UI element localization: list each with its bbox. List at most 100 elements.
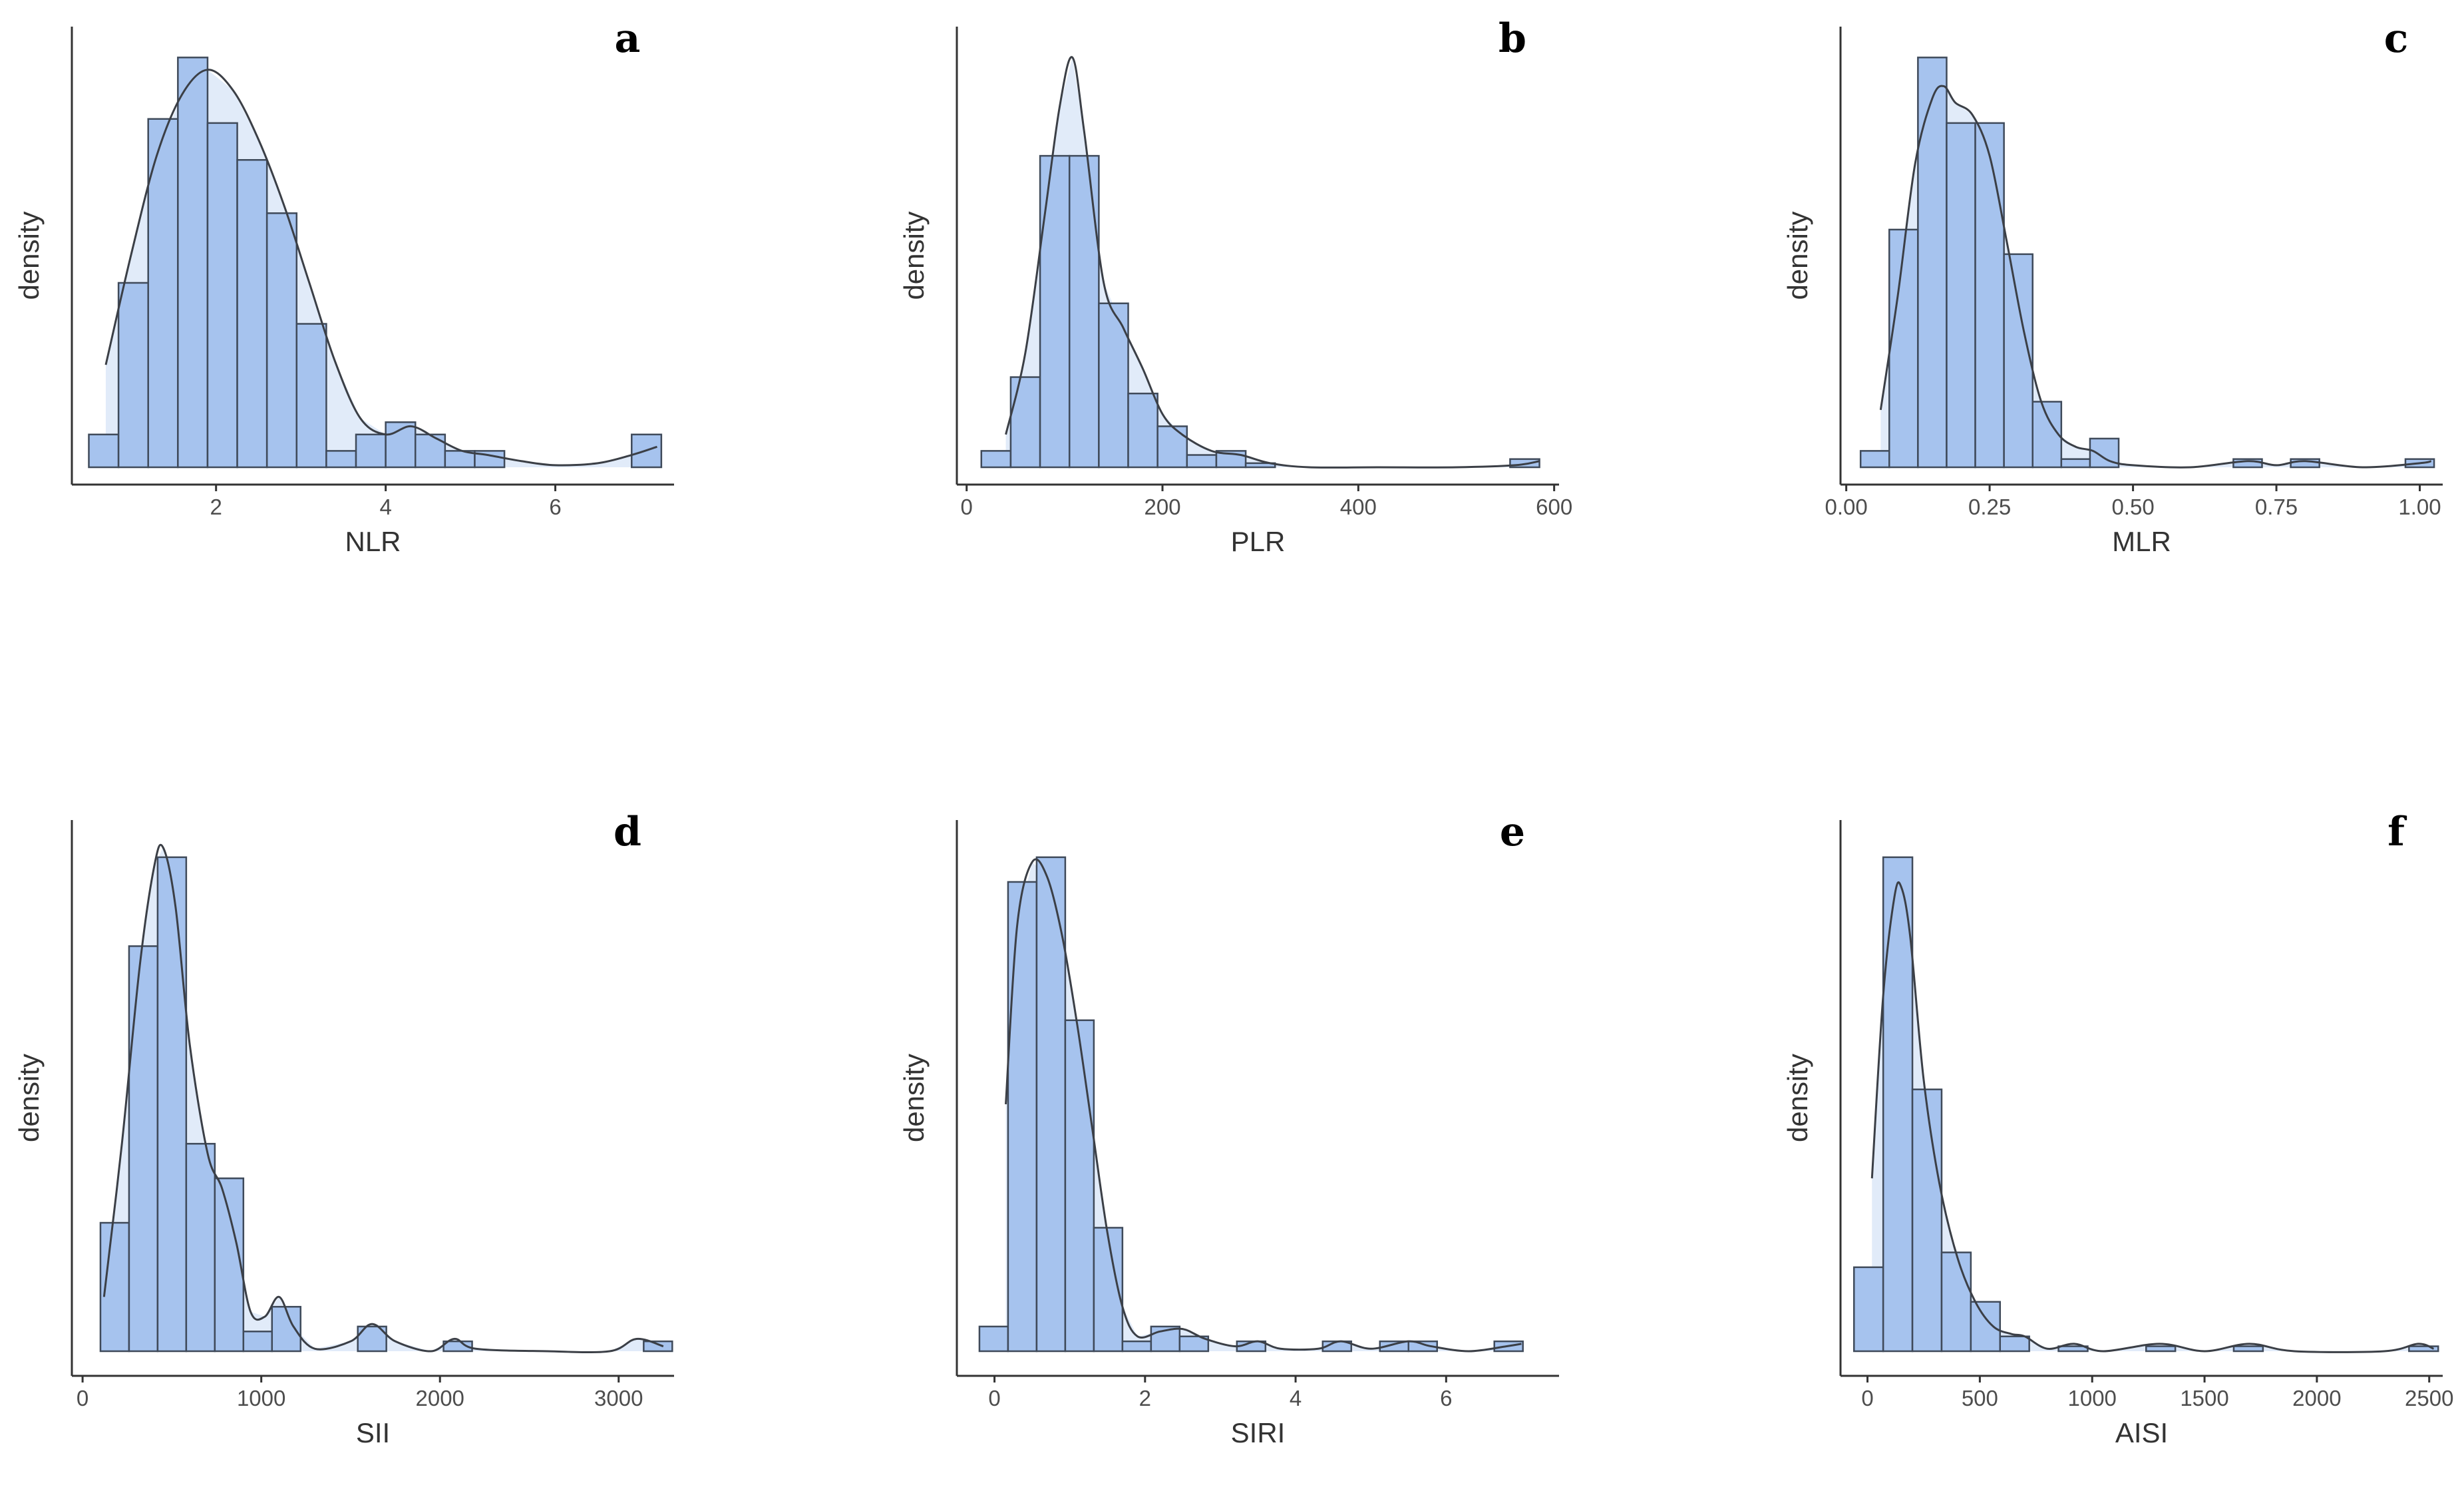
panel-letter: e xyxy=(1500,809,1525,855)
histogram-bar xyxy=(1946,122,1976,469)
panel-letter: b xyxy=(1498,15,1526,62)
histogram-bar xyxy=(2003,253,2033,469)
histogram-bar xyxy=(1035,856,1067,1353)
x-tick-label: 1000 xyxy=(237,1386,285,1410)
x-tick-label: 1500 xyxy=(2180,1386,2228,1410)
histogram-bar xyxy=(128,945,159,1353)
y-axis-title: density xyxy=(1782,211,1813,300)
density-area xyxy=(1005,57,1540,468)
histogram-bar xyxy=(1064,1019,1095,1353)
histogram-bar xyxy=(980,450,1012,469)
histogram-bar xyxy=(1911,1088,1943,1353)
histogram-bar xyxy=(2031,401,2063,469)
x-tick-label: 6 xyxy=(549,495,561,519)
x-tick-label: 0 xyxy=(988,1386,1000,1410)
histogram-bar xyxy=(117,282,149,469)
histogram-bar xyxy=(1888,228,1919,469)
histogram-bar xyxy=(2060,458,2091,469)
histogram-bar xyxy=(1156,425,1188,469)
histogram-bar xyxy=(156,856,188,1353)
density-curve xyxy=(102,843,664,1354)
panel-c: 0.00 0.25 0.50 0.75 1.00 MLR density c xyxy=(1782,15,2443,557)
x-tick-label: 0 xyxy=(1861,1386,1873,1410)
panel-letter: f xyxy=(2387,809,2407,855)
histogram-bar xyxy=(1244,462,1276,469)
histogram-bar xyxy=(643,1340,673,1353)
x-tick-label: 2 xyxy=(210,495,222,519)
x-tick-label: 0 xyxy=(77,1386,88,1410)
panel-letter: c xyxy=(2384,15,2409,62)
histogram-bar xyxy=(1974,122,2005,469)
histogram-bar xyxy=(1853,1266,1884,1353)
histogram-bar xyxy=(2145,1345,2177,1353)
histogram-bar xyxy=(1186,454,1218,469)
x-tick-label: 200 xyxy=(1144,495,1180,519)
x-tick-label: 400 xyxy=(1340,495,1377,519)
histogram-bar xyxy=(355,433,387,469)
panel-a: 2 4 6 NLR density a xyxy=(13,15,674,557)
y-axis-title: density xyxy=(13,211,45,300)
density-curve xyxy=(1005,858,1522,1353)
x-tick-label: 1.00 xyxy=(2398,495,2441,519)
histogram-bar xyxy=(1007,881,1038,1353)
histogram-bar xyxy=(978,1325,1009,1353)
panel-letter: d xyxy=(614,809,641,855)
x-axis-title: MLR xyxy=(2112,526,2171,557)
histogram-bar xyxy=(1917,57,1948,469)
x-tick-label: 500 xyxy=(1962,1386,1998,1410)
histogram-bar xyxy=(1999,1335,2030,1353)
x-axis-title: AISI xyxy=(2115,1417,2168,1448)
y-axis-title: density xyxy=(898,1054,930,1142)
histogram-bar xyxy=(271,1305,301,1353)
x-tick-label: 0.25 xyxy=(1968,495,2011,519)
histogram-bar xyxy=(185,1143,216,1353)
density-curve xyxy=(1005,56,1540,469)
x-tick-label: 2 xyxy=(1139,1386,1151,1410)
histogram-bar xyxy=(1407,1340,1438,1353)
histogram-bar xyxy=(1859,450,1890,469)
x-tick-label: 3000 xyxy=(594,1386,643,1410)
histogram-bar xyxy=(1068,154,1100,469)
x-axis-title: SII xyxy=(356,1417,390,1448)
y-axis-title: density xyxy=(13,1054,45,1142)
histogram-bar xyxy=(1121,1340,1152,1353)
panel-e: 0 2 4 6 SIRI density e xyxy=(898,809,1559,1448)
histogram-bar xyxy=(1178,1335,1210,1353)
y-axis-title: density xyxy=(898,211,930,300)
x-tick-label: 0.75 xyxy=(2255,495,2298,519)
histogram-bar xyxy=(1009,376,1041,469)
x-tick-label: 0 xyxy=(961,495,973,519)
x-axis-title: SIRI xyxy=(1231,1417,1286,1448)
y-axis-title: density xyxy=(1782,1054,1813,1142)
panel-d: 0 1000 2000 3000 SII density d xyxy=(13,809,674,1448)
panel-f: 0 500 1000 1500 2000 2500 AISI density f xyxy=(1782,809,2453,1448)
panel-b: 0 200 400 600 PLR density b xyxy=(898,15,1572,557)
histogram-bar xyxy=(88,433,120,469)
x-tick-label: 0.00 xyxy=(1825,495,1868,519)
histogram-bar xyxy=(414,433,446,469)
histogram-bar xyxy=(1039,154,1071,469)
histogram-bar xyxy=(1882,856,1914,1353)
histogram-bar xyxy=(1940,1251,1972,1353)
histogram-bar xyxy=(265,212,298,469)
histogram-bar xyxy=(325,450,357,469)
x-tick-label: 6 xyxy=(1440,1386,1452,1410)
histogram-bar xyxy=(206,122,238,469)
histogram-bar xyxy=(295,323,327,469)
histogram-bar xyxy=(214,1177,245,1353)
x-axis-title: PLR xyxy=(1231,526,1286,557)
histogram-bar xyxy=(1970,1301,2002,1353)
x-tick-label: 1000 xyxy=(2067,1386,2116,1410)
x-tick-label: 4 xyxy=(379,495,391,519)
histogram-bar xyxy=(242,1331,273,1353)
histogram-bar xyxy=(236,159,268,469)
x-tick-label: 0.50 xyxy=(2111,495,2154,519)
x-axis-title: NLR xyxy=(345,526,401,557)
histogram-bar xyxy=(2232,1345,2264,1353)
x-tick-label: 4 xyxy=(1290,1386,1302,1410)
histogram-bar xyxy=(1098,302,1129,469)
histogram-bar xyxy=(1127,392,1158,469)
